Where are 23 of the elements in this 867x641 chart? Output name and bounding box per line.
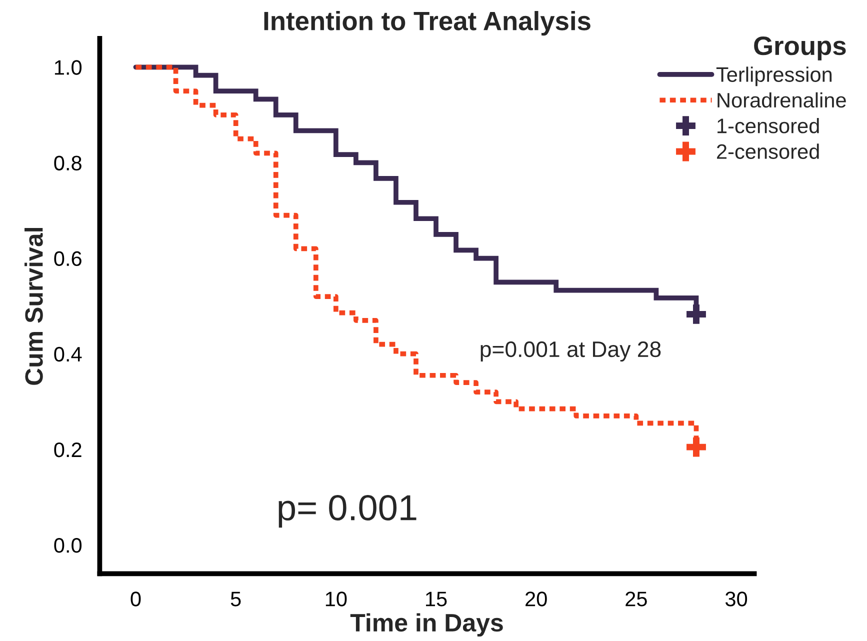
x-tick-label: 30: [725, 592, 748, 606]
x-tick-label: 0: [130, 592, 141, 606]
legend-label: Noradrenaline: [718, 92, 846, 108]
y-tick-label: 0.8: [54, 156, 82, 170]
x-tick-label: 5: [230, 592, 241, 606]
annotation: p= 0.001: [278, 494, 416, 528]
x-tick-label: 25: [626, 592, 647, 606]
legend-label: Terlipression: [716, 66, 832, 86]
annotation: p=0.001 at Day 28: [480, 341, 661, 362]
x-tick-label: 10: [326, 592, 347, 606]
y-tick-label: 1.0: [54, 60, 82, 75]
legend-label: 2-censored: [717, 144, 819, 159]
legend-label: 1-censored: [718, 118, 819, 134]
y-axis-title: Cum Survival: [24, 228, 43, 385]
x-tick-label: 20: [526, 592, 547, 606]
y-tick-label: 0.0: [54, 538, 82, 553]
y-tick-label: 0.4: [54, 346, 82, 362]
chart-title: Intention to Treat Analysis: [264, 11, 590, 36]
y-tick-label: 0.6: [54, 251, 82, 266]
x-tick-label: 15: [426, 592, 447, 606]
x-axis-title: Time in Days: [350, 613, 503, 637]
y-tick-label: 0.2: [54, 442, 82, 458]
legend-title: Groups: [754, 36, 846, 60]
